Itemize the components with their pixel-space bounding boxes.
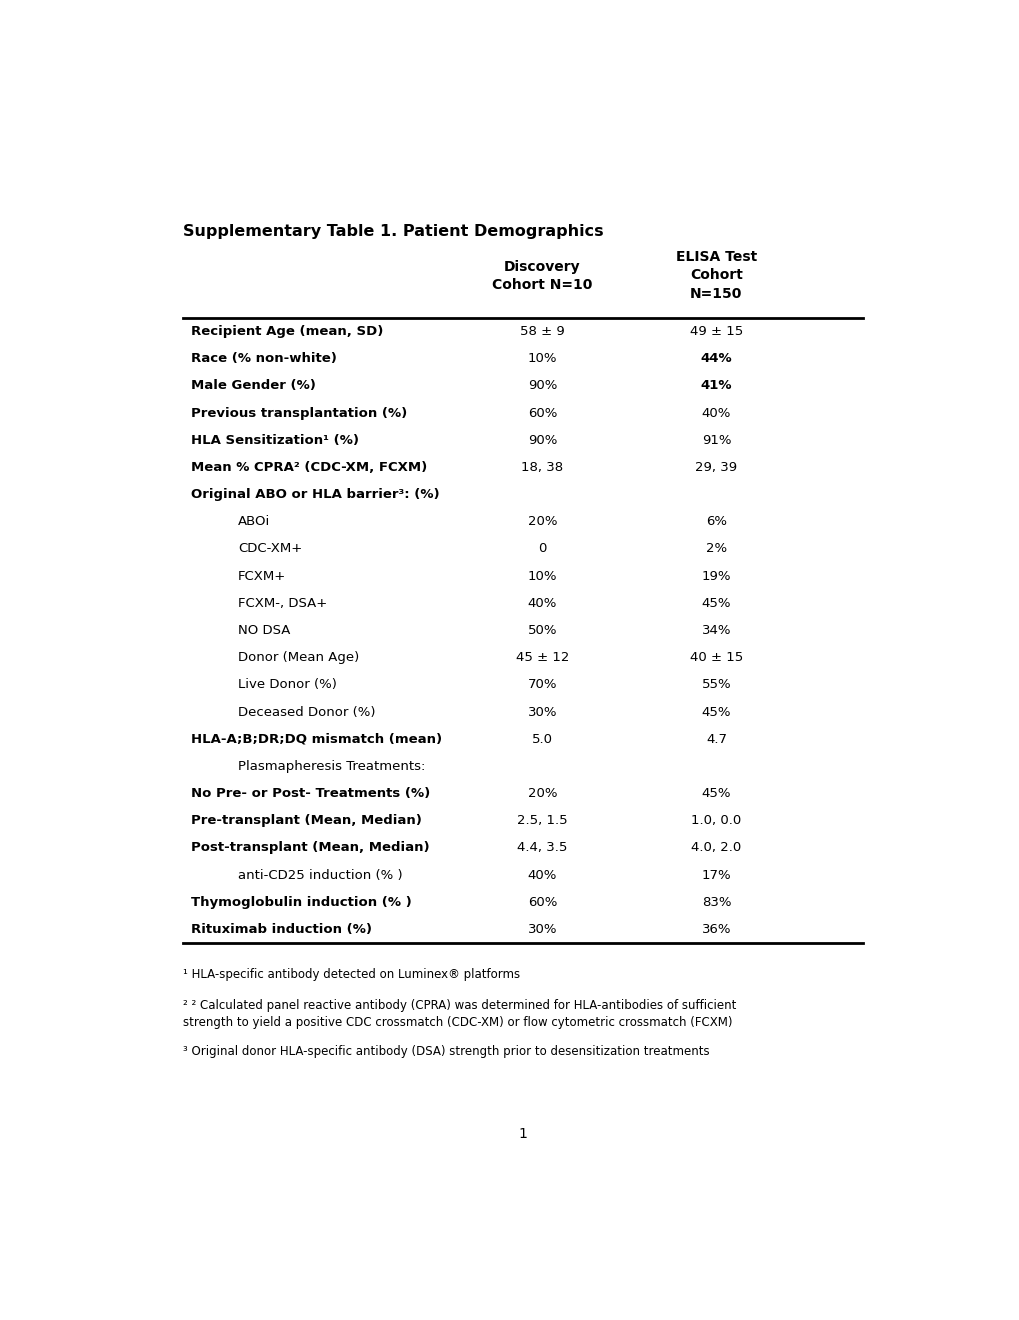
Text: Male Gender (%): Male Gender (%) — [191, 379, 315, 392]
Text: Recipient Age (mean, SD): Recipient Age (mean, SD) — [191, 325, 383, 338]
Text: 58 ± 9: 58 ± 9 — [520, 325, 565, 338]
Text: 40%: 40% — [527, 869, 556, 882]
Text: 45%: 45% — [701, 706, 731, 718]
Text: 1.0, 0.0: 1.0, 0.0 — [691, 814, 741, 828]
Text: Rituximab induction (%): Rituximab induction (%) — [191, 923, 371, 936]
Text: 34%: 34% — [701, 624, 731, 638]
Text: 90%: 90% — [527, 379, 556, 392]
Text: 44%: 44% — [700, 352, 732, 366]
Text: 0: 0 — [538, 543, 546, 556]
Text: No Pre- or Post- Treatments (%): No Pre- or Post- Treatments (%) — [191, 787, 430, 800]
Text: 45%: 45% — [701, 597, 731, 610]
Text: 40%: 40% — [527, 597, 556, 610]
Text: CDC-XM+: CDC-XM+ — [238, 543, 302, 556]
Text: 30%: 30% — [527, 706, 556, 718]
Text: 60%: 60% — [527, 896, 556, 908]
Text: HLA Sensitization¹ (%): HLA Sensitization¹ (%) — [191, 434, 359, 446]
Text: HLA-A;B;DR;DQ mismatch (mean): HLA-A;B;DR;DQ mismatch (mean) — [191, 733, 441, 746]
Text: 29, 39: 29, 39 — [695, 461, 737, 474]
Text: NO DSA: NO DSA — [238, 624, 290, 638]
Text: 30%: 30% — [527, 923, 556, 936]
Text: 2.5, 1.5: 2.5, 1.5 — [517, 814, 568, 828]
Text: 83%: 83% — [701, 896, 731, 908]
Text: 10%: 10% — [527, 352, 556, 366]
Text: Donor (Mean Age): Donor (Mean Age) — [238, 651, 359, 664]
Text: 20%: 20% — [527, 787, 556, 800]
Text: Mean % CPRA² (CDC-XM, FCXM): Mean % CPRA² (CDC-XM, FCXM) — [191, 461, 427, 474]
Text: 2%: 2% — [705, 543, 727, 556]
Text: Discovery
Cohort N=10: Discovery Cohort N=10 — [492, 260, 592, 293]
Text: 60%: 60% — [527, 407, 556, 420]
Text: 6%: 6% — [705, 515, 727, 528]
Text: 91%: 91% — [701, 434, 731, 446]
Text: Race (% non-white): Race (% non-white) — [191, 352, 336, 366]
Text: FCXM-, DSA+: FCXM-, DSA+ — [238, 597, 327, 610]
Text: Previous transplantation (%): Previous transplantation (%) — [191, 407, 407, 420]
Text: 4.4, 3.5: 4.4, 3.5 — [517, 841, 568, 854]
Text: 5.0: 5.0 — [532, 733, 552, 746]
Text: 40 ± 15: 40 ± 15 — [689, 651, 742, 664]
Text: 41%: 41% — [700, 379, 732, 392]
Text: 40%: 40% — [701, 407, 731, 420]
Text: 17%: 17% — [701, 869, 731, 882]
Text: 1: 1 — [518, 1127, 527, 1142]
Text: 20%: 20% — [527, 515, 556, 528]
Text: Pre-transplant (Mean, Median): Pre-transplant (Mean, Median) — [191, 814, 421, 828]
Text: 19%: 19% — [701, 570, 731, 582]
Text: Live Donor (%): Live Donor (%) — [238, 678, 336, 692]
Text: Original ABO or HLA barrier³: (%): Original ABO or HLA barrier³: (%) — [191, 488, 439, 502]
Text: Thymoglobulin induction (% ): Thymoglobulin induction (% ) — [191, 896, 411, 908]
Text: 18, 38: 18, 38 — [521, 461, 564, 474]
Text: anti-CD25 induction (% ): anti-CD25 induction (% ) — [238, 869, 403, 882]
Text: ³ Original donor HLA-specific antibody (DSA) strength prior to desensitization t: ³ Original donor HLA-specific antibody (… — [182, 1044, 709, 1057]
Text: 10%: 10% — [527, 570, 556, 582]
Text: 55%: 55% — [701, 678, 731, 692]
Text: 4.7: 4.7 — [705, 733, 727, 746]
Text: ² ² Calculated panel reactive antibody (CPRA) was determined for HLA-antibodies : ² ² Calculated panel reactive antibody (… — [182, 999, 736, 1030]
Text: Post-transplant (Mean, Median): Post-transplant (Mean, Median) — [191, 841, 429, 854]
Text: FCXM+: FCXM+ — [238, 570, 286, 582]
Text: 50%: 50% — [527, 624, 556, 638]
Text: 49 ± 15: 49 ± 15 — [689, 325, 742, 338]
Text: Supplementary Table 1. Patient Demographics: Supplementary Table 1. Patient Demograph… — [182, 224, 603, 239]
Text: 36%: 36% — [701, 923, 731, 936]
Text: ABOi: ABOi — [238, 515, 270, 528]
Text: ¹ HLA-specific antibody detected on Luminex® platforms: ¹ HLA-specific antibody detected on Lumi… — [182, 969, 520, 982]
Text: ELISA Test
Cohort
N=150: ELISA Test Cohort N=150 — [676, 249, 756, 301]
Text: 90%: 90% — [527, 434, 556, 446]
Text: Plasmapheresis Treatments:: Plasmapheresis Treatments: — [238, 760, 425, 774]
Text: Deceased Donor (%): Deceased Donor (%) — [238, 706, 375, 718]
Text: 4.0, 2.0: 4.0, 2.0 — [691, 841, 741, 854]
Text: 45%: 45% — [701, 787, 731, 800]
Text: 70%: 70% — [527, 678, 556, 692]
Text: 45 ± 12: 45 ± 12 — [516, 651, 569, 664]
